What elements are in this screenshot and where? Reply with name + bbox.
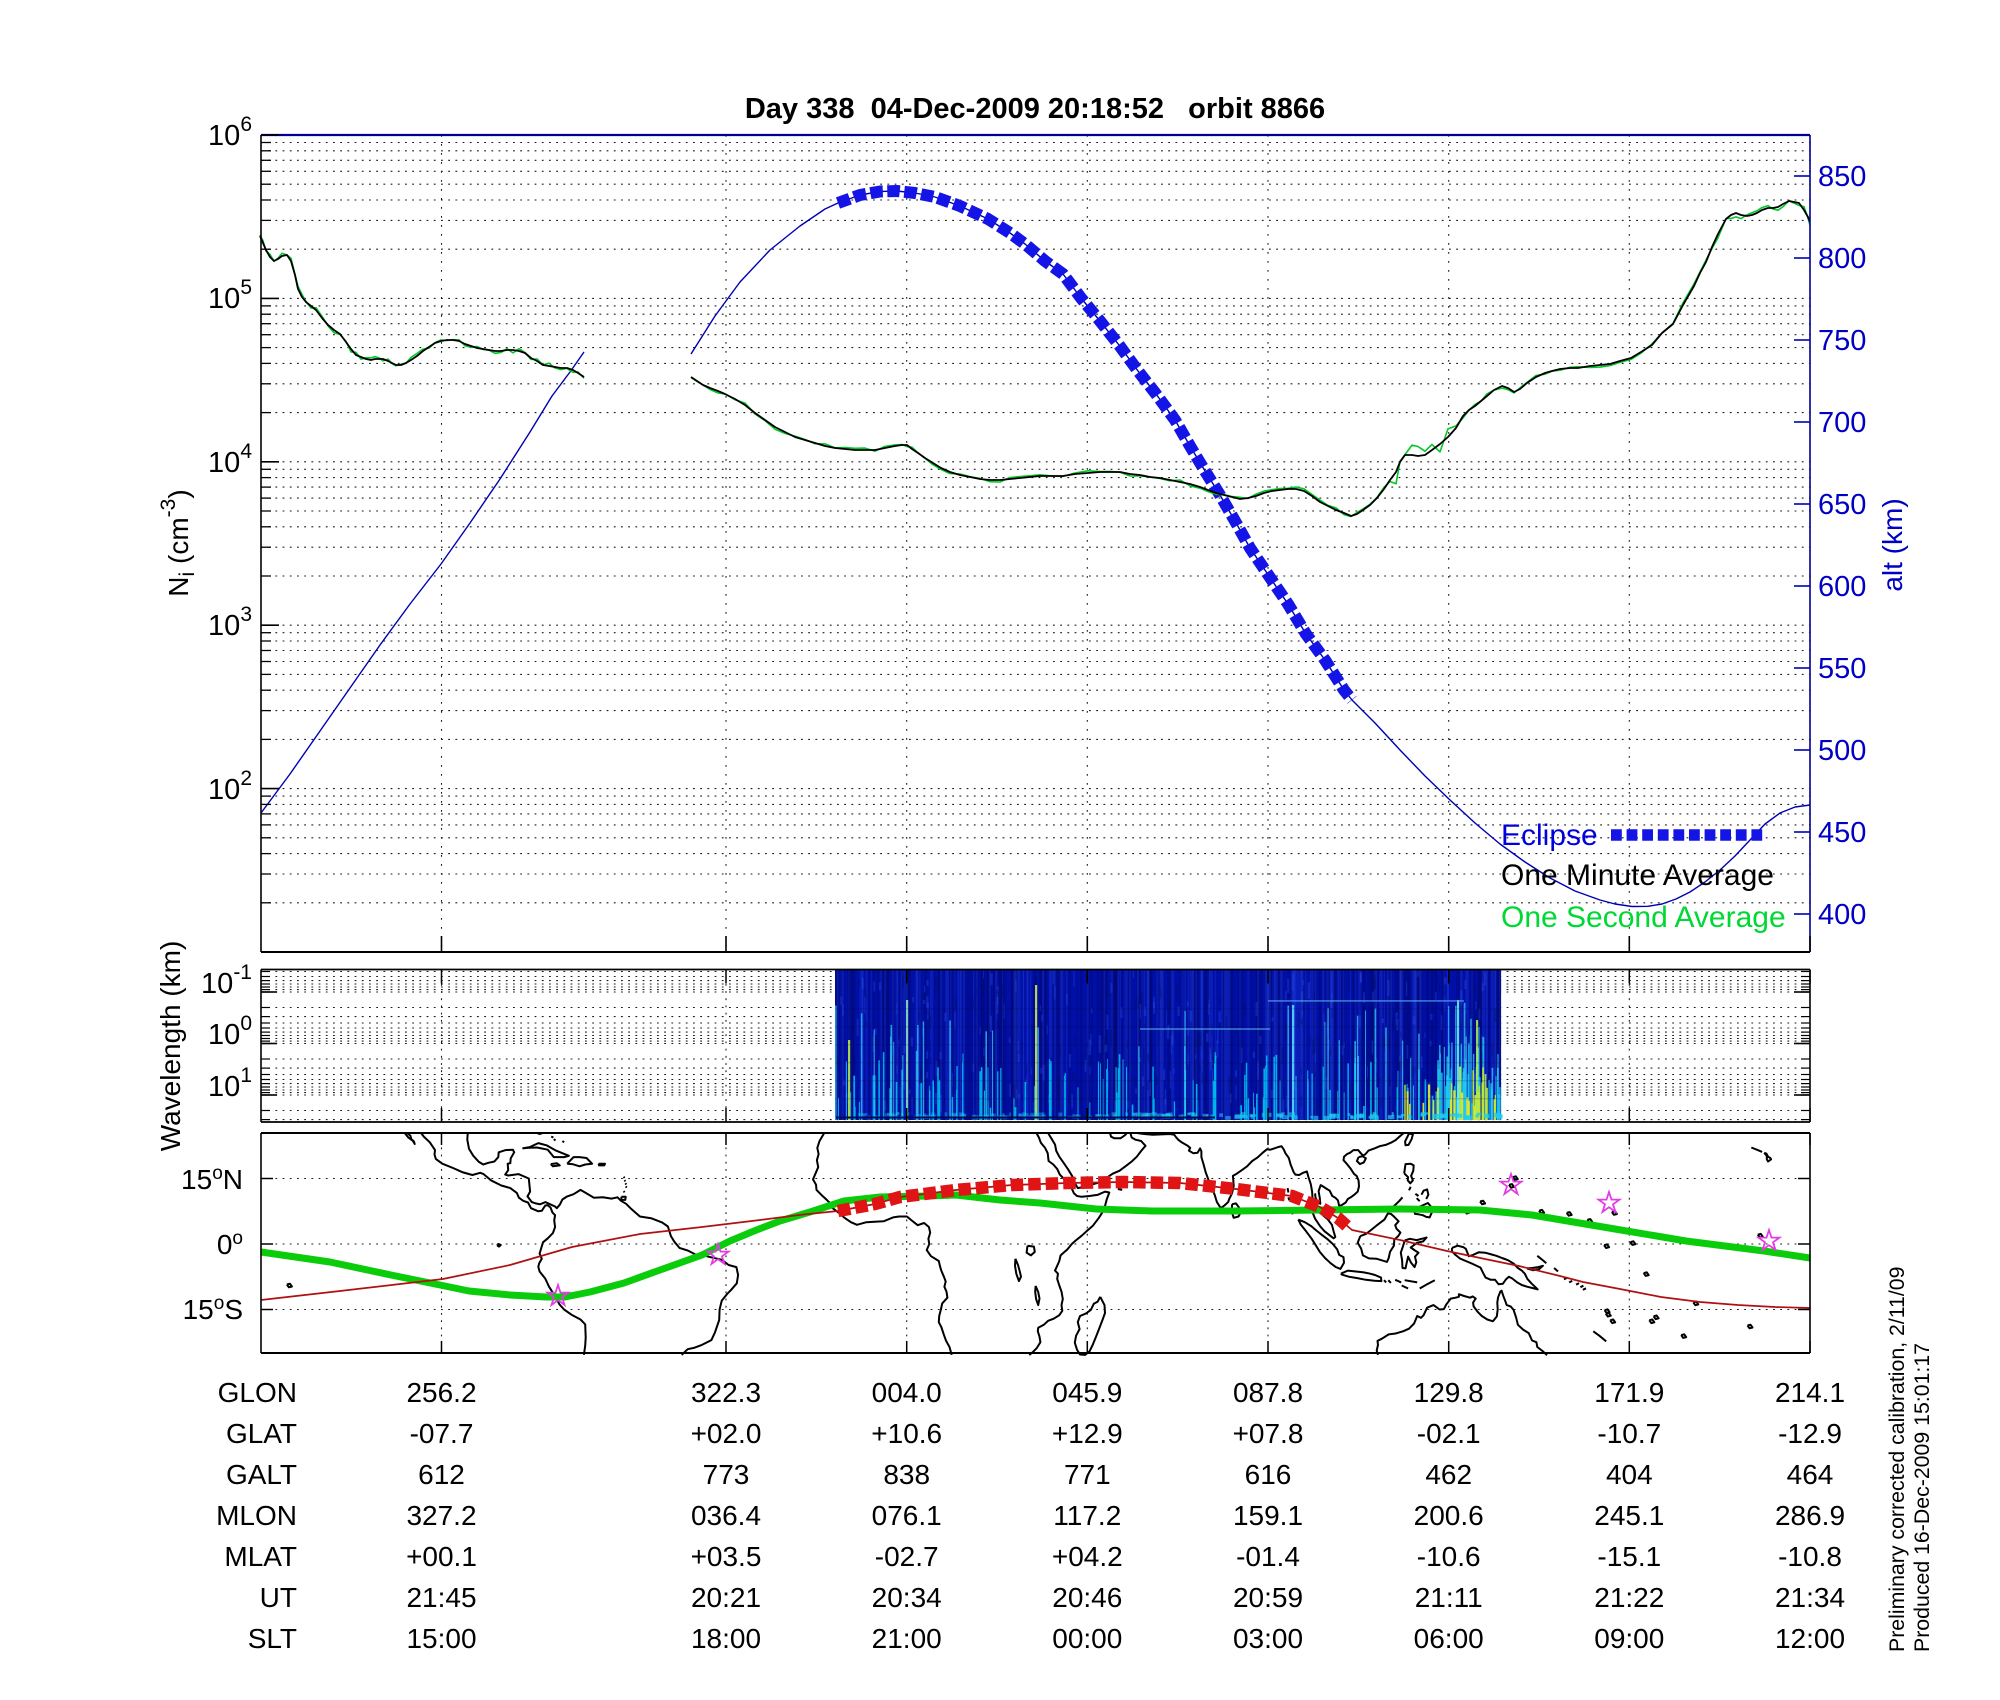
- svg-text:450: 450: [1818, 817, 1866, 849]
- svg-text:650: 650: [1818, 489, 1866, 521]
- svg-text:Eclipse: Eclipse: [1501, 819, 1598, 852]
- svg-text:117.2: 117.2: [1053, 1500, 1121, 1531]
- svg-text:One Minute Average: One Minute Average: [1501, 859, 1774, 892]
- svg-text:404: 404: [1606, 1459, 1653, 1490]
- svg-text:616: 616: [1245, 1459, 1292, 1490]
- svg-text:462: 462: [1425, 1459, 1472, 1490]
- svg-text:18:00: 18:00: [691, 1623, 761, 1654]
- svg-text:GLAT: GLAT: [226, 1418, 297, 1449]
- svg-text:700: 700: [1818, 407, 1866, 439]
- svg-text:400: 400: [1818, 899, 1866, 931]
- svg-text:464: 464: [1787, 1459, 1834, 1490]
- svg-text:Produced 16-Dec-2009 15:01:17: Produced 16-Dec-2009 15:01:17: [1910, 1343, 1934, 1652]
- svg-text:21:00: 21:00: [872, 1623, 942, 1654]
- svg-text:20:21: 20:21: [691, 1582, 761, 1613]
- svg-text:+00.1: +00.1: [406, 1541, 477, 1572]
- svg-text:850: 850: [1818, 161, 1866, 193]
- svg-text:200.6: 200.6: [1414, 1500, 1484, 1531]
- svg-text:-12.9: -12.9: [1778, 1418, 1842, 1449]
- svg-text:838: 838: [883, 1459, 930, 1490]
- svg-text:UT: UT: [260, 1582, 297, 1613]
- svg-text:750: 750: [1818, 325, 1866, 357]
- svg-text:+12.9: +12.9: [1052, 1418, 1123, 1449]
- svg-text:500: 500: [1818, 735, 1866, 767]
- svg-text:159.1: 159.1: [1233, 1500, 1303, 1531]
- svg-text:Ni (cm-3): Ni (cm-3): [157, 489, 199, 596]
- svg-text:245.1: 245.1: [1594, 1500, 1664, 1531]
- svg-text:20:46: 20:46: [1052, 1582, 1122, 1613]
- svg-text:Preliminary corrected calibrat: Preliminary corrected calibration, 2/11/…: [1885, 1267, 1909, 1653]
- svg-text:322.3: 322.3: [691, 1377, 761, 1408]
- svg-text:327.2: 327.2: [406, 1500, 476, 1531]
- svg-text:21:34: 21:34: [1775, 1582, 1845, 1613]
- svg-text:612: 612: [418, 1459, 465, 1490]
- svg-text:-15.1: -15.1: [1597, 1541, 1661, 1572]
- svg-text:-01.4: -01.4: [1236, 1541, 1300, 1572]
- svg-text:21:45: 21:45: [406, 1582, 476, 1613]
- svg-text:21:22: 21:22: [1594, 1582, 1664, 1613]
- svg-text:800: 800: [1818, 243, 1866, 275]
- svg-text:-02.1: -02.1: [1417, 1418, 1481, 1449]
- svg-text:09:00: 09:00: [1594, 1623, 1664, 1654]
- svg-text:alt (km): alt (km): [1877, 498, 1908, 591]
- svg-text:15oS: 15oS: [183, 1293, 243, 1325]
- svg-text:771: 771: [1064, 1459, 1111, 1490]
- svg-text:773: 773: [703, 1459, 750, 1490]
- svg-text:06:00: 06:00: [1414, 1623, 1484, 1654]
- svg-text:+07.8: +07.8: [1233, 1418, 1304, 1449]
- svg-text:102: 102: [208, 767, 252, 806]
- svg-text:21:11: 21:11: [1415, 1582, 1483, 1613]
- svg-text:15:00: 15:00: [406, 1623, 476, 1654]
- svg-text:171.9: 171.9: [1594, 1377, 1664, 1408]
- svg-text:-02.7: -02.7: [875, 1541, 939, 1572]
- svg-text:+03.5: +03.5: [691, 1541, 762, 1572]
- svg-text:550: 550: [1818, 653, 1866, 685]
- svg-text:256.2: 256.2: [406, 1377, 476, 1408]
- svg-text:129.8: 129.8: [1414, 1377, 1484, 1408]
- svg-text:Day 338 04-Dec-2009 20:18:52: Day 338 04-Dec-2009 20:18:52 orbit 8866: [745, 93, 1325, 125]
- svg-text:00:00: 00:00: [1052, 1623, 1122, 1654]
- svg-text:20:34: 20:34: [872, 1582, 942, 1613]
- svg-text:SLT: SLT: [248, 1623, 297, 1654]
- svg-text:087.8: 087.8: [1233, 1377, 1303, 1408]
- svg-text:MLON: MLON: [216, 1500, 297, 1531]
- svg-text:600: 600: [1818, 571, 1866, 603]
- svg-text:036.4: 036.4: [691, 1500, 761, 1531]
- svg-text:GLON: GLON: [218, 1377, 297, 1408]
- svg-text:MLAT: MLAT: [224, 1541, 297, 1572]
- svg-text:+04.2: +04.2: [1052, 1541, 1123, 1572]
- svg-text:105: 105: [208, 276, 252, 315]
- svg-text:-10.8: -10.8: [1778, 1541, 1842, 1572]
- svg-text:12:00: 12:00: [1775, 1623, 1845, 1654]
- svg-text:045.9: 045.9: [1052, 1377, 1122, 1408]
- svg-text:004.0: 004.0: [872, 1377, 942, 1408]
- svg-text:076.1: 076.1: [872, 1500, 942, 1531]
- svg-text:20:59: 20:59: [1233, 1582, 1303, 1613]
- svg-text:One Second Average: One Second Average: [1501, 901, 1786, 934]
- svg-text:+02.0: +02.0: [691, 1418, 762, 1449]
- svg-text:03:00: 03:00: [1233, 1623, 1303, 1654]
- svg-text:-07.7: -07.7: [410, 1418, 474, 1449]
- svg-text:Wavelength (km): Wavelength (km): [155, 941, 186, 1152]
- svg-text:286.9: 286.9: [1775, 1500, 1845, 1531]
- svg-text:+10.6: +10.6: [871, 1418, 942, 1449]
- svg-text:-10.6: -10.6: [1417, 1541, 1481, 1572]
- svg-text:GALT: GALT: [226, 1459, 297, 1490]
- svg-text:-10.7: -10.7: [1597, 1418, 1661, 1449]
- svg-text:15oN: 15oN: [181, 1163, 243, 1195]
- svg-text:214.1: 214.1: [1775, 1377, 1845, 1408]
